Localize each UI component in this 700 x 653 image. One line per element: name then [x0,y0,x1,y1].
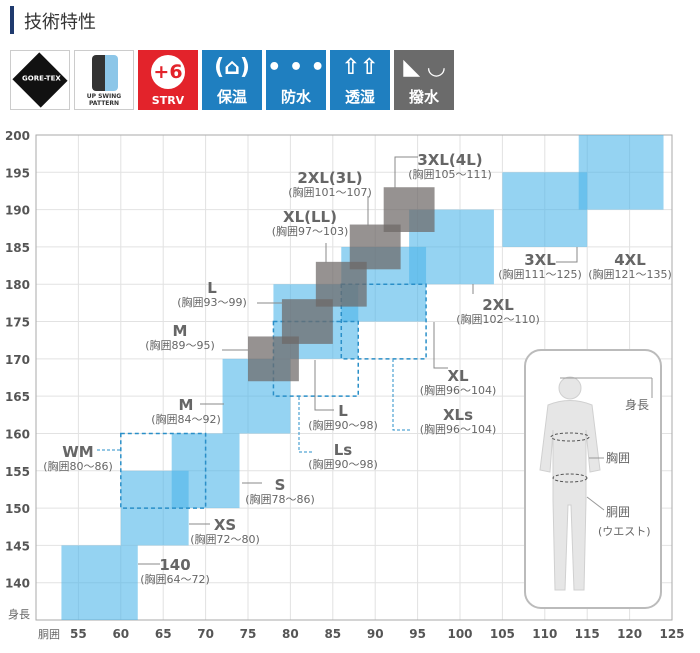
x-tick-label: 95 [409,627,426,641]
body-height-label: 身長 [625,397,649,412]
x-tick-label: 90 [367,627,384,641]
size-label-Ls: Ls [334,441,353,459]
x-tick-label: 80 [282,627,299,641]
x-tick-label: 100 [447,627,472,641]
size-label-M: M [179,396,194,414]
x-axis-label: 胴囲 [38,628,60,641]
jacket-size-box-3XL(4L) [383,187,435,232]
y-tick-label: 200 [5,129,30,143]
y-axis-label: 身長 [8,607,30,621]
y-tick-label: 175 [5,316,30,330]
leader-line-3XL [556,247,578,263]
size-label-3XL: 3XL [524,251,556,269]
x-tick-label: 125 [659,627,684,641]
feature-badges: GORE-TEX UP SWING PATTERN +6 STRV (⌂) 保温… [10,50,454,110]
y-tick-label: 140 [5,577,30,591]
waterproof-icon: • • • 防水 [266,50,326,110]
body-waist-label: 胴囲 [606,505,630,519]
upswing-pattern-icon: UP SWING PATTERN [74,50,134,110]
size-label-XLs: XLs [443,406,473,424]
x-tick-label: 120 [617,627,642,641]
y-tick-label: 165 [5,390,30,404]
size-label-M: M [173,322,188,340]
size-label-S: S [275,476,286,494]
size-label-L: L [207,279,217,297]
y-tick-label: 160 [5,427,30,441]
chest-range-label-L: (胸囲90〜98) [308,418,378,432]
body-chest-label: 胸囲 [606,450,630,465]
strv-plus6-icon: +6 STRV [138,50,198,110]
x-tick-label: 85 [324,627,341,641]
breathable-icon: ⇧⇧ 透湿 [330,50,390,110]
size-box-140 [61,545,138,620]
gore-tex-logo: GORE-TEX [10,50,70,110]
chest-range-label-140: (胸囲64〜72) [140,572,210,586]
plot-frame [35,134,673,621]
chest-range-label-XLs: (胸囲96〜104) [420,422,497,436]
chest-range-label-2XL(3L): (胸囲101〜107) [288,185,372,199]
size-box-4XL [578,135,664,210]
size-label-2XL: 2XL [482,296,514,314]
dashed-size-box-WM [120,432,207,509]
body-figure: 身長 胸囲 胴囲 (ウエスト) [524,349,662,609]
x-tick-label: 110 [532,627,557,641]
y-tick-label: 185 [5,241,30,255]
size-label-L: L [338,402,348,420]
y-tick-label: 170 [5,353,30,367]
x-tick-label: 115 [575,627,600,641]
chest-range-label-XS: (胸囲72〜80) [190,532,260,546]
size-label-XL(LL): XL(LL) [283,208,337,226]
chest-range-label-WM: (胸囲80〜86) [43,459,113,473]
y-tick-label: 155 [5,465,30,479]
insulation-icon: (⌂) 保温 [202,50,262,110]
chest-range-label-L: (胸囲93〜99) [177,295,247,309]
header-accent-bar [10,6,14,34]
body-waist-sub-label: (ウエスト) [598,525,651,538]
y-tick-label: 195 [5,166,30,180]
size-label-XL: XL [447,367,469,385]
size-box-3XL [502,172,588,247]
leader-line-XLs [392,359,410,431]
jacket-size-box-M [248,336,299,382]
water-repellent-icon: ◣ ◡ 撥水 [394,50,454,110]
chest-range-label-S: (胸囲78〜86) [245,492,315,506]
leader-line-L [314,360,334,411]
x-tick-label: 75 [240,627,257,641]
chest-range-label-3XL: (胸囲111〜125) [498,267,582,281]
chest-range-label-Ls: (胸囲90〜98) [308,457,378,471]
leader-line-Ls [298,397,313,453]
chest-range-label-M: (胸囲84〜92) [151,412,221,426]
chest-range-label-4XL: (胸囲121〜135) [588,267,672,281]
x-tick-label: 105 [490,627,515,641]
size-label-WM: WM [62,443,93,461]
x-tick-label: 55 [70,627,87,641]
chest-range-label-3XL(4L): (胸囲105〜111) [408,167,492,181]
x-tick-label: 60 [112,627,129,641]
size-label-140: 140 [159,556,190,574]
leader-line-XL [433,322,448,369]
y-tick-label: 190 [5,204,30,218]
y-tick-label: 145 [5,539,30,553]
leader-line-3XL(4L) [394,156,418,188]
size-label-2XL(3L): 2XL(3L) [297,169,362,187]
size-label-XS: XS [214,516,236,534]
y-tick-label: 180 [5,278,30,292]
size-label-4XL: 4XL [614,251,646,269]
dashed-size-box-XLs [340,283,427,360]
section-title: 技術特性 [24,12,96,33]
x-tick-label: 65 [155,627,172,641]
chest-range-label-XL(LL): (胸囲97〜103) [272,224,349,238]
chest-range-label-XL: (胸囲96〜104) [420,383,497,397]
y-tick-label: 150 [5,502,30,516]
x-tick-label: 70 [197,627,214,641]
size-label-3XL(4L): 3XL(4L) [417,151,482,169]
chest-range-label-2XL: (胸囲102〜110) [456,312,540,326]
chest-range-label-M: (胸囲89〜95) [145,338,215,352]
